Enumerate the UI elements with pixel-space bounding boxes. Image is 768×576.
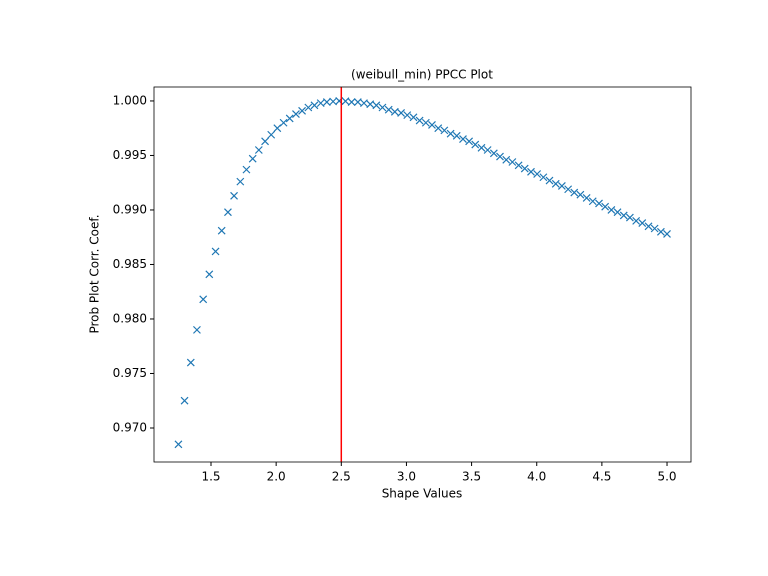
marker bbox=[279, 118, 288, 127]
marker bbox=[496, 152, 504, 161]
y-tick-label: 1.000 bbox=[113, 93, 147, 107]
marker bbox=[347, 98, 356, 106]
marker bbox=[421, 118, 430, 127]
y-tick-label: 0.970 bbox=[113, 420, 147, 434]
y-tick-label: 0.995 bbox=[113, 148, 147, 162]
y-tick-label: 0.990 bbox=[113, 202, 147, 216]
marker bbox=[545, 176, 554, 185]
marker bbox=[483, 146, 492, 154]
marker bbox=[248, 154, 257, 163]
marker bbox=[434, 124, 443, 133]
marker bbox=[180, 396, 189, 405]
marker bbox=[174, 440, 183, 449]
marker bbox=[539, 173, 548, 182]
plot-frame bbox=[153, 86, 692, 463]
marker bbox=[316, 99, 325, 108]
marker bbox=[390, 107, 399, 116]
marker bbox=[378, 103, 387, 112]
marker bbox=[304, 103, 313, 112]
marker bbox=[638, 219, 647, 227]
marker bbox=[595, 199, 603, 208]
marker bbox=[285, 114, 294, 123]
marker bbox=[242, 165, 251, 174]
x-tick-label: 2.0 bbox=[267, 470, 286, 484]
marker bbox=[224, 208, 232, 217]
marker bbox=[527, 167, 535, 176]
marker bbox=[236, 177, 245, 186]
marker bbox=[607, 206, 616, 214]
x-tick-label: 2.5 bbox=[332, 470, 351, 484]
marker bbox=[440, 126, 449, 135]
marker bbox=[613, 208, 622, 217]
marker bbox=[230, 191, 238, 200]
y-axis-label: Prob Plot Corr. Coef. bbox=[88, 214, 102, 333]
marker bbox=[415, 116, 424, 125]
marker bbox=[520, 164, 529, 173]
marker bbox=[273, 124, 282, 133]
marker bbox=[254, 146, 263, 154]
marker bbox=[557, 182, 566, 190]
marker bbox=[403, 111, 412, 120]
marker bbox=[619, 211, 628, 220]
marker bbox=[205, 270, 214, 279]
marker bbox=[551, 179, 560, 188]
marker bbox=[471, 140, 480, 149]
marker bbox=[502, 155, 511, 164]
marker bbox=[193, 325, 201, 334]
x-tick-label: 5.0 bbox=[657, 470, 676, 484]
marker bbox=[261, 137, 269, 146]
marker bbox=[601, 202, 610, 211]
marker bbox=[322, 98, 331, 106]
marker bbox=[656, 227, 665, 236]
marker bbox=[267, 130, 276, 139]
marker bbox=[489, 149, 498, 158]
marker bbox=[428, 121, 436, 129]
x-tick-label: 4.5 bbox=[592, 470, 611, 484]
marker bbox=[625, 213, 634, 222]
y-tick-label: 0.985 bbox=[113, 257, 147, 271]
marker bbox=[533, 170, 542, 178]
marker bbox=[650, 224, 659, 233]
marker bbox=[384, 105, 393, 114]
marker bbox=[366, 100, 375, 109]
x-tick-label: 1.5 bbox=[201, 470, 220, 484]
marker bbox=[329, 97, 338, 106]
marker bbox=[459, 135, 467, 144]
marker bbox=[570, 188, 579, 197]
marker bbox=[564, 185, 573, 194]
marker bbox=[310, 101, 319, 110]
marker bbox=[217, 226, 226, 235]
marker bbox=[211, 247, 220, 256]
marker bbox=[477, 143, 486, 152]
marker bbox=[514, 161, 523, 170]
marker bbox=[372, 101, 381, 110]
marker bbox=[186, 358, 195, 367]
marker bbox=[588, 197, 597, 206]
marker bbox=[663, 230, 671, 238]
marker bbox=[465, 137, 474, 146]
marker bbox=[360, 99, 368, 108]
marker bbox=[632, 216, 641, 225]
marker bbox=[644, 222, 653, 231]
marker bbox=[452, 131, 461, 140]
x-tick-label: 3.5 bbox=[462, 470, 481, 484]
y-tick-label: 0.980 bbox=[113, 311, 147, 325]
y-tick-label: 0.975 bbox=[113, 366, 147, 380]
x-tick-label: 4.0 bbox=[527, 470, 546, 484]
chart-title: (weibull_min) PPCC Plot bbox=[351, 68, 493, 82]
marker bbox=[199, 295, 208, 304]
marker bbox=[353, 98, 362, 106]
marker bbox=[576, 190, 585, 199]
marker bbox=[508, 158, 517, 166]
marker bbox=[409, 113, 418, 122]
x-axis-label: Shape Values bbox=[382, 487, 463, 501]
x-tick-label: 3.0 bbox=[397, 470, 416, 484]
marker bbox=[298, 106, 307, 115]
marker bbox=[397, 109, 406, 117]
marker bbox=[446, 129, 455, 138]
marker bbox=[582, 194, 591, 202]
marker bbox=[292, 110, 300, 118]
